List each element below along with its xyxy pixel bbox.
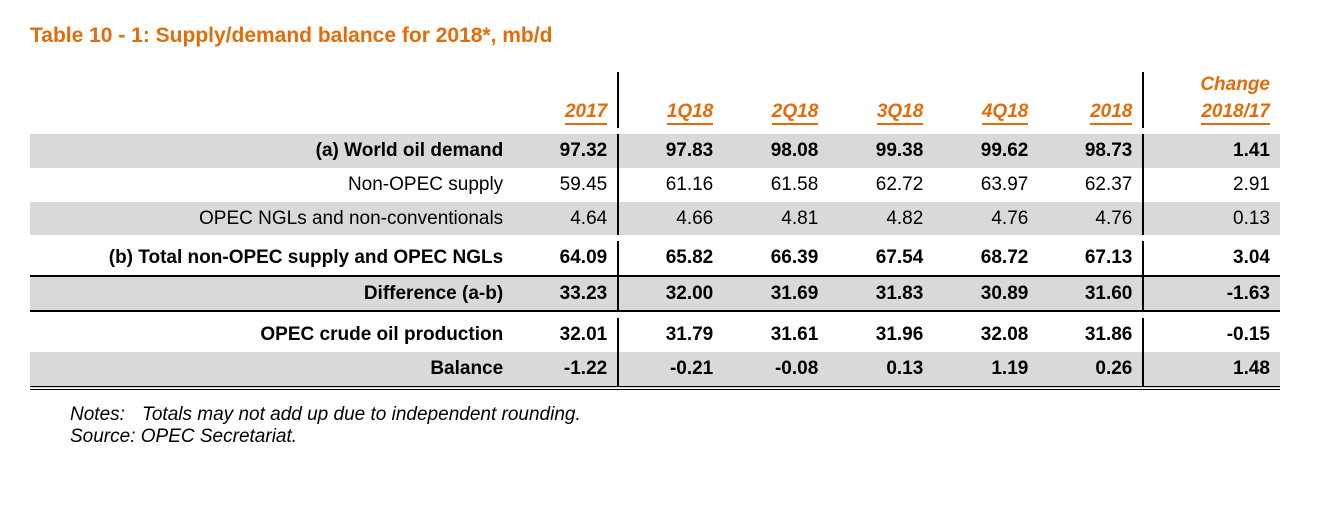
cell-label: (a) World oil demand bbox=[30, 134, 513, 168]
cell-value: 65.82 bbox=[618, 241, 723, 276]
cell-value: 4.82 bbox=[828, 202, 933, 236]
header-4q18: 4Q18 bbox=[933, 72, 1038, 128]
row-difference: Difference (a-b) 33.23 32.00 31.69 31.83… bbox=[30, 276, 1280, 312]
cell-label: (b) Total non-OPEC supply and OPEC NGLs bbox=[30, 241, 513, 276]
supply-demand-table: 2017 1Q18 2Q18 3Q18 4Q18 2018 Change 201… bbox=[30, 72, 1280, 390]
header-2q18: 2Q18 bbox=[723, 72, 828, 128]
cell-value: -0.15 bbox=[1143, 318, 1280, 352]
cell-value: -0.08 bbox=[723, 352, 828, 388]
cell-value: 1.48 bbox=[1143, 352, 1280, 388]
header-3q18: 3Q18 bbox=[828, 72, 933, 128]
header-blank bbox=[30, 72, 513, 128]
cell-label: Non-OPEC supply bbox=[30, 168, 513, 202]
cell-value: 98.73 bbox=[1038, 134, 1143, 168]
cell-label: OPEC NGLs and non-conventionals bbox=[30, 202, 513, 236]
table-container: Table 10 - 1: Supply/demand balance for … bbox=[0, 0, 1320, 468]
cell-value: 61.16 bbox=[618, 168, 723, 202]
cell-value: 61.58 bbox=[723, 168, 828, 202]
cell-value: 4.76 bbox=[933, 202, 1038, 236]
cell-value: 64.09 bbox=[513, 241, 618, 276]
cell-value: 33.23 bbox=[513, 276, 618, 312]
cell-value: 1.41 bbox=[1143, 134, 1280, 168]
cell-value: 67.54 bbox=[828, 241, 933, 276]
cell-value: 0.13 bbox=[828, 352, 933, 388]
cell-label: OPEC crude oil production bbox=[30, 318, 513, 352]
cell-value: 63.97 bbox=[933, 168, 1038, 202]
cell-value: 99.38 bbox=[828, 134, 933, 168]
cell-value: 32.01 bbox=[513, 318, 618, 352]
header-1q18: 1Q18 bbox=[618, 72, 723, 128]
cell-value: 98.08 bbox=[723, 134, 828, 168]
cell-label: Difference (a-b) bbox=[30, 276, 513, 312]
notes-text: Totals may not add up due to independent… bbox=[142, 404, 581, 426]
cell-value: 4.64 bbox=[513, 202, 618, 236]
cell-value: 62.72 bbox=[828, 168, 933, 202]
cell-value: 31.83 bbox=[828, 276, 933, 312]
notes-source: Source: OPEC Secretariat. bbox=[70, 426, 1280, 448]
cell-value: 99.62 bbox=[933, 134, 1038, 168]
cell-value: 68.72 bbox=[933, 241, 1038, 276]
cell-value: 2.91 bbox=[1143, 168, 1280, 202]
cell-value: 67.13 bbox=[1038, 241, 1143, 276]
cell-value: 31.61 bbox=[723, 318, 828, 352]
row-balance: Balance -1.22 -0.21 -0.08 0.13 1.19 0.26… bbox=[30, 352, 1280, 388]
cell-value: 97.83 bbox=[618, 134, 723, 168]
cell-value: 30.89 bbox=[933, 276, 1038, 312]
table-header-row: 2017 1Q18 2Q18 3Q18 4Q18 2018 Change 201… bbox=[30, 72, 1280, 128]
cell-value: 31.96 bbox=[828, 318, 933, 352]
cell-value: 4.66 bbox=[618, 202, 723, 236]
cell-value: 31.60 bbox=[1038, 276, 1143, 312]
row-world-demand: (a) World oil demand 97.32 97.83 98.08 9… bbox=[30, 134, 1280, 168]
cell-value: 0.13 bbox=[1143, 202, 1280, 236]
cell-value: 31.86 bbox=[1038, 318, 1143, 352]
row-total-non-opec: (b) Total non-OPEC supply and OPEC NGLs … bbox=[30, 241, 1280, 276]
cell-label: Balance bbox=[30, 352, 513, 388]
header-2018: 2018 bbox=[1038, 72, 1143, 128]
cell-value: 31.79 bbox=[618, 318, 723, 352]
cell-value: 59.45 bbox=[513, 168, 618, 202]
cell-value: 0.26 bbox=[1038, 352, 1143, 388]
cell-value: 4.81 bbox=[723, 202, 828, 236]
cell-value: -1.63 bbox=[1143, 276, 1280, 312]
cell-value: -1.22 bbox=[513, 352, 618, 388]
cell-value: 3.04 bbox=[1143, 241, 1280, 276]
header-change: Change 2018/17 bbox=[1143, 72, 1280, 128]
row-opec-ngls: OPEC NGLs and non-conventionals 4.64 4.6… bbox=[30, 202, 1280, 236]
cell-value: 66.39 bbox=[723, 241, 828, 276]
cell-value: 32.08 bbox=[933, 318, 1038, 352]
cell-value: 4.76 bbox=[1038, 202, 1143, 236]
header-2017: 2017 bbox=[513, 72, 618, 128]
cell-value: 31.69 bbox=[723, 276, 828, 312]
notes-label: Notes: bbox=[70, 404, 142, 426]
cell-value: 62.37 bbox=[1038, 168, 1143, 202]
row-opec-crude: OPEC crude oil production 32.01 31.79 31… bbox=[30, 318, 1280, 352]
table-notes: Notes: Totals may not add up due to inde… bbox=[30, 404, 1280, 448]
cell-value: 97.32 bbox=[513, 134, 618, 168]
cell-value: 1.19 bbox=[933, 352, 1038, 388]
cell-value: 32.00 bbox=[618, 276, 723, 312]
cell-value: -0.21 bbox=[618, 352, 723, 388]
row-non-opec-supply: Non-OPEC supply 59.45 61.16 61.58 62.72 … bbox=[30, 168, 1280, 202]
table-title: Table 10 - 1: Supply/demand balance for … bbox=[30, 24, 1280, 48]
